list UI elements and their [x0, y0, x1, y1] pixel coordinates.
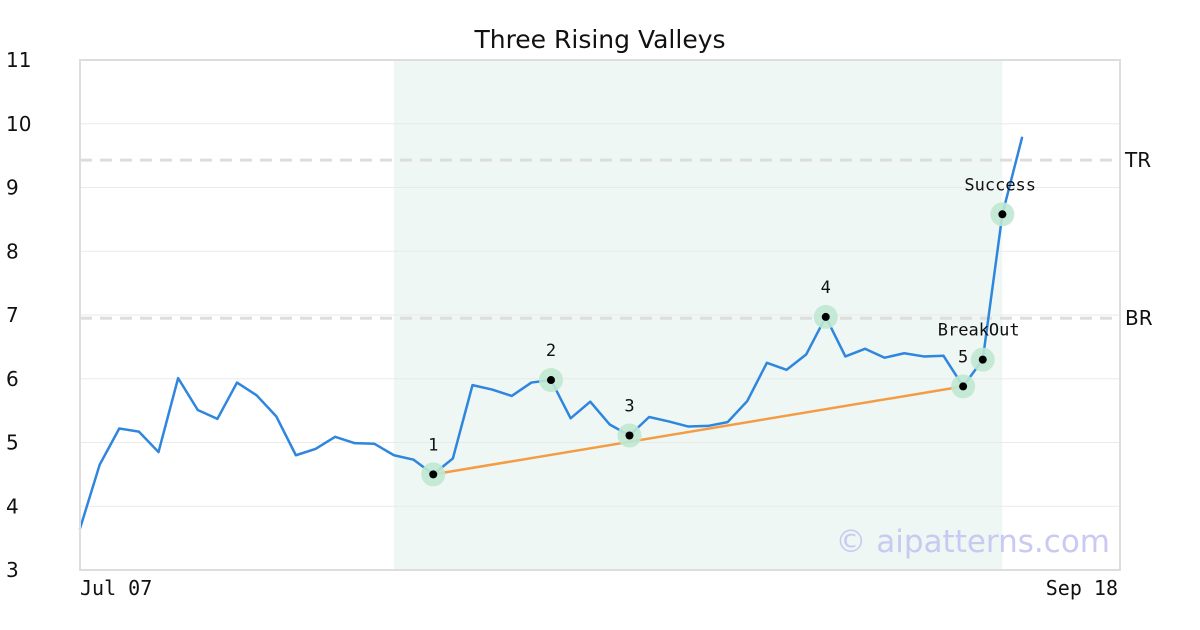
markers-layer: 1 2 3 4 5 BreakOut Success — [421, 175, 1036, 487]
marker-dot-success — [998, 210, 1007, 219]
y-tick-label-10: 10 — [6, 112, 31, 136]
marker-dot-5 — [959, 382, 968, 391]
y-tick-label-9: 9 — [6, 176, 19, 200]
point-label-2: 2 — [546, 341, 556, 361]
watermark: © aipatterns.com — [835, 524, 1110, 560]
point-label-breakout: BreakOut — [938, 321, 1020, 341]
x-tick-label-0: Jul 07 — [80, 576, 152, 600]
y-tick-label-8: 8 — [6, 239, 19, 263]
y-tick-label-6: 6 — [6, 367, 19, 391]
trend-line — [432, 385, 965, 476]
marker-dot-1 — [429, 470, 438, 479]
point-label-1: 1 — [428, 435, 438, 455]
level-lines-layer: TR BR — [80, 148, 1153, 330]
y-tick-label-7: 7 — [6, 303, 19, 327]
marker-dot-2 — [547, 376, 555, 385]
y-tick-label-4: 4 — [6, 494, 19, 518]
point-label-3: 3 — [624, 396, 634, 416]
marker-dot-3 — [625, 431, 634, 440]
y-tick-label-3: 3 — [6, 558, 19, 582]
point-label-success: Success — [964, 175, 1036, 195]
y-tick-label-11: 11 — [6, 48, 31, 72]
point-label-4: 4 — [821, 278, 831, 298]
level-label-br: BR — [1125, 306, 1153, 330]
x-tick-label-1: Sep 18 — [1046, 576, 1118, 600]
point-label-5: 5 — [958, 347, 968, 367]
axis-ticks-layer: 3 4 5 6 7 8 9 10 11 Jul 07 Sep 18 — [6, 48, 1118, 600]
plot-frame — [79, 59, 1121, 571]
y-tick-label-5: 5 — [6, 431, 19, 455]
marker-dot-4 — [821, 312, 830, 321]
marker-dot-breakout — [978, 355, 987, 364]
level-label-tr: TR — [1124, 148, 1151, 172]
chart-title: Three Rising Valleys — [473, 25, 725, 54]
grid-layer — [80, 123, 1120, 507]
